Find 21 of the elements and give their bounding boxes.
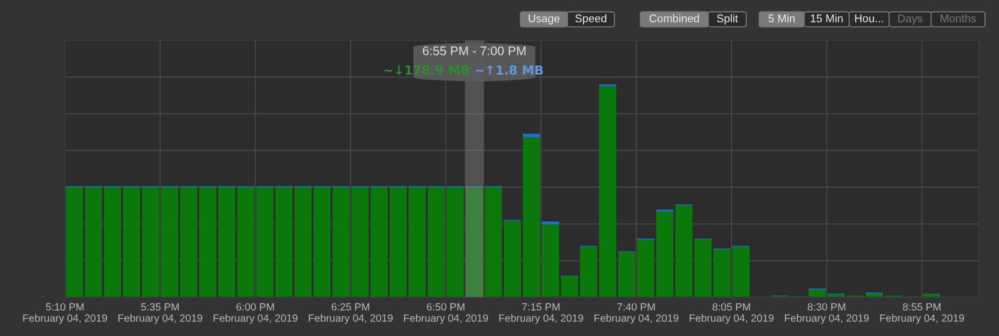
text: 6:55 PM - 7:00 PM bbox=[422, 46, 526, 56]
x-tick-label: 6:00 PM February 04, 2019 bbox=[214, 303, 298, 324]
x-tick-label: 8:30 PM February 04, 2019 bbox=[784, 303, 869, 324]
text: Combined bbox=[650, 14, 699, 22]
text: Months bbox=[940, 14, 976, 22]
text: Hou... bbox=[855, 14, 883, 22]
text: 15 Min bbox=[810, 14, 843, 22]
x-tick-label: 7:40 PM February 04, 2019 bbox=[594, 303, 678, 324]
text: 5 Min bbox=[768, 14, 795, 22]
x-tick-label: 6:50 PM February 04, 2019 bbox=[404, 303, 488, 324]
x-tick-label: 5:10 PM February 04, 2019 bbox=[23, 303, 108, 324]
text: ~↑1.8 MB bbox=[476, 65, 543, 75]
text: Days bbox=[898, 14, 922, 24]
x-tick-label: 6:25 PM February 04, 2019 bbox=[308, 303, 393, 324]
x-tick-label: 8:05 PM February 04, 2019 bbox=[690, 303, 774, 324]
text: Split bbox=[716, 14, 738, 24]
text: Usage bbox=[528, 14, 560, 24]
text: Speed bbox=[575, 14, 606, 24]
x-tick-label: 8:55 PM February 04, 2019 bbox=[880, 303, 964, 324]
x-tick-label: 5:35 PM February 04, 2019 bbox=[118, 303, 202, 324]
x-tick-label: 7:15 PM February 04, 2019 bbox=[499, 303, 584, 324]
